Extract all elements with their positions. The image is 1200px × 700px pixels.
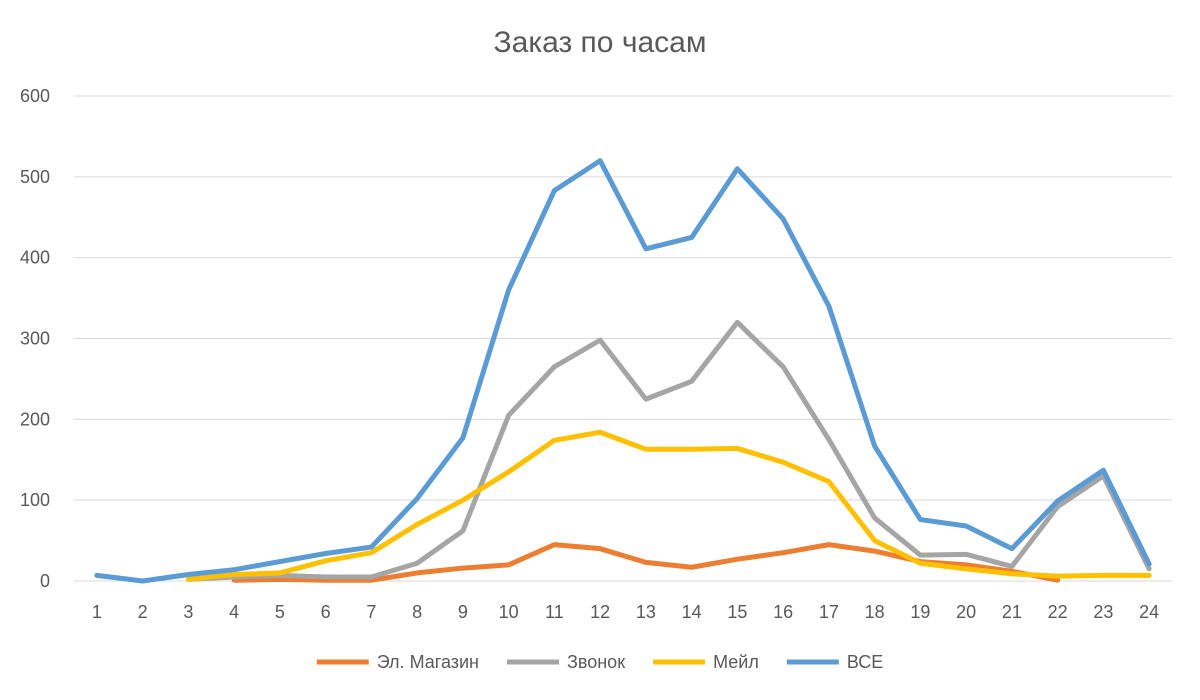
x-tick-label: 1	[92, 602, 102, 622]
x-tick-label: 17	[819, 602, 839, 622]
x-tick-label: 13	[636, 602, 656, 622]
x-axis-ticks: 1 2 3 4 5 6 7 8 9 10 11 12 13 14 15 16 17 18 19 20 21 22 23 24	[92, 602, 1159, 622]
legend-item: ВСЕ	[786, 652, 883, 672]
y-tick-label: 200	[20, 409, 50, 429]
series-lines	[94, 158, 1152, 584]
x-tick-label: 18	[865, 602, 885, 622]
legend-item: Эл. Магазин	[316, 652, 479, 672]
x-tick-label: 5	[275, 602, 285, 622]
legend-item: Мейл	[653, 652, 759, 672]
y-axis-ticks: 0 100 200 300 400 500 600	[20, 86, 50, 591]
x-tick-label: 21	[1002, 602, 1022, 622]
x-tick-label: 7	[366, 602, 376, 622]
legend-label: Звонок	[567, 652, 625, 672]
y-tick-label: 500	[20, 167, 50, 187]
y-tick-label: 600	[20, 86, 50, 106]
x-tick-label: 23	[1093, 602, 1113, 622]
x-tick-label: 9	[458, 602, 468, 622]
x-tick-label: 12	[590, 602, 610, 622]
x-tick-label: 3	[183, 602, 193, 622]
y-tick-label: 100	[20, 490, 50, 510]
x-tick-label: 11	[545, 602, 564, 622]
x-tick-label: 10	[499, 602, 519, 622]
series-line-2	[185, 429, 1152, 582]
y-tick-label: 400	[20, 248, 50, 268]
legend-label: Мейл	[713, 652, 759, 672]
x-tick-label: 24	[1139, 602, 1159, 622]
x-tick-label: 14	[682, 602, 702, 622]
x-tick-label: 2	[138, 602, 148, 622]
x-tick-label: 16	[773, 602, 793, 622]
x-tick-label: 19	[910, 602, 930, 622]
x-tick-label: 8	[412, 602, 422, 622]
x-tick-label: 22	[1048, 602, 1068, 622]
x-tick-label: 20	[956, 602, 976, 622]
gridlines	[74, 95, 1172, 582]
y-tick-label: 0	[40, 571, 50, 591]
legend: Эл. Магазин Звонок Мейл ВСЕ	[316, 652, 883, 672]
chart-title: Заказ по часам	[494, 26, 707, 59]
legend-label: Эл. Магазин	[377, 652, 479, 672]
y-tick-label: 300	[20, 329, 50, 349]
series-line-1	[185, 319, 1152, 582]
x-tick-label: 15	[727, 602, 747, 622]
legend-item: Звонок	[507, 652, 625, 672]
x-tick-label: 6	[321, 602, 331, 622]
legend-label: ВСЕ	[847, 652, 883, 672]
x-tick-label: 4	[229, 602, 239, 622]
series-line-3	[94, 158, 1152, 584]
